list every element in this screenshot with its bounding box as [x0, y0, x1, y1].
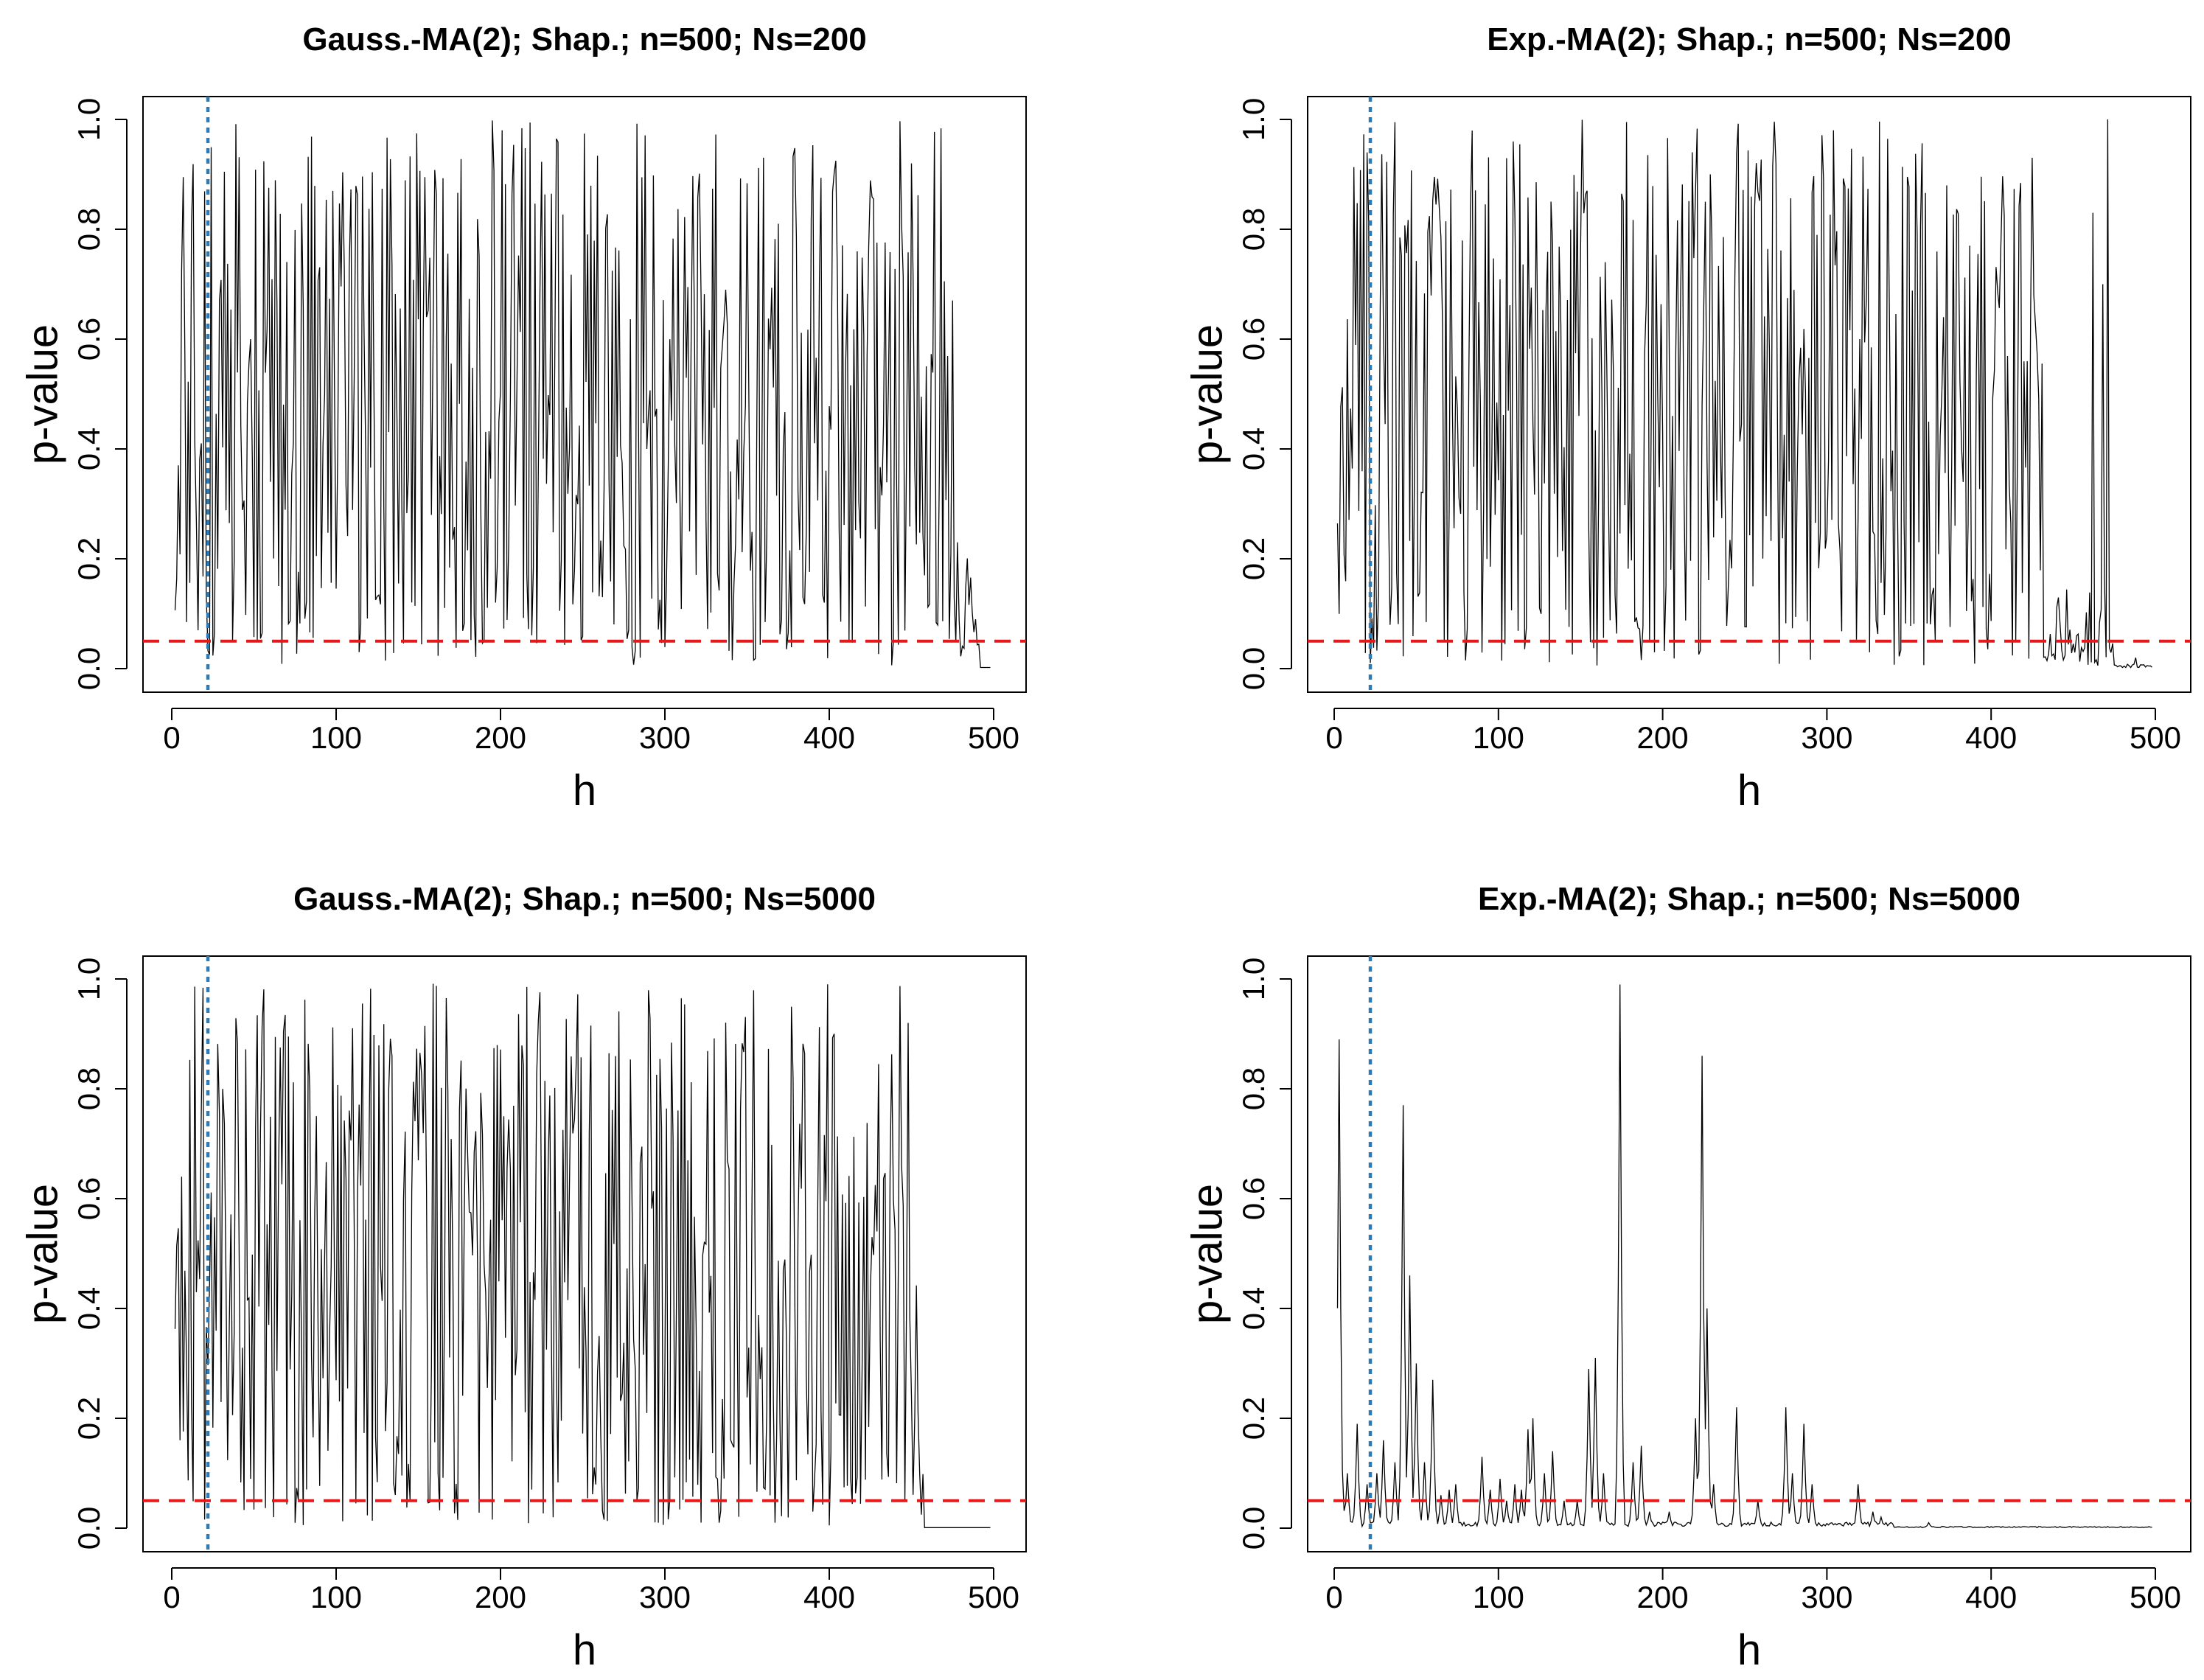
- y-tick-label: 1.0: [72, 958, 106, 1000]
- x-tick-label: 200: [475, 1580, 526, 1614]
- x-tick-label: 0: [163, 720, 180, 755]
- plot-frame: [1307, 96, 2191, 693]
- y-tick-label: 0.0: [72, 647, 106, 690]
- panel-title: Exp.-MA(2); Shap.; n=500; Ns=5000: [1478, 881, 2020, 917]
- y-tick-label: 0.6: [72, 1177, 106, 1220]
- y-axis-label: p-value: [1184, 1184, 1232, 1324]
- panel-2: Exp.-MA(2); Shap.; n=500; Ns=200 0 100 200 3…: [1184, 21, 2191, 815]
- x-tick-label: 400: [1965, 720, 2017, 755]
- x-tick-label: 400: [803, 720, 855, 755]
- y-tick-label: 0.0: [72, 1507, 106, 1550]
- x-tick-label: 0: [163, 1580, 180, 1614]
- y-tick-label: 1.0: [72, 98, 106, 141]
- y-axis-label: p-value: [19, 1184, 67, 1324]
- plot-frame: [142, 955, 1027, 1552]
- x-tick-label: 300: [639, 1580, 691, 1614]
- y-tick-label: 0.4: [1236, 1287, 1271, 1330]
- x-tick-label: 100: [310, 720, 362, 755]
- y-tick-label: 0.4: [72, 428, 106, 470]
- x-axis-label: h: [1737, 1626, 1761, 1674]
- x-tick-label: 200: [475, 720, 526, 755]
- y-tick-label: 1.0: [1236, 98, 1271, 141]
- x-tick-label: 0: [1325, 1580, 1342, 1614]
- y-tick-label: 0.4: [72, 1287, 106, 1330]
- y-tick-label: 0.0: [1236, 647, 1271, 690]
- x-tick-label: 400: [1965, 1580, 2017, 1614]
- y-tick-label: 0.6: [1236, 1177, 1271, 1220]
- y-tick-label: 0.2: [1236, 537, 1271, 580]
- panel-title: Gauss.-MA(2); Shap.; n=500; Ns=5000: [293, 881, 876, 917]
- x-tick-label: 0: [1325, 720, 1342, 755]
- x-tick-label: 500: [968, 1580, 1019, 1614]
- x-tick-label: 500: [968, 720, 1019, 755]
- y-tick-label: 0.0: [1236, 1507, 1271, 1550]
- x-tick-label: 300: [1801, 720, 1852, 755]
- panel-title: Exp.-MA(2); Shap.; n=500; Ns=200: [1487, 21, 2012, 57]
- y-axis-label: p-value: [19, 324, 67, 464]
- panel-4: Exp.-MA(2); Shap.; n=500; Ns=5000 0 100 200…: [1184, 881, 2191, 1674]
- y-axis-label: p-value: [1184, 324, 1232, 464]
- p-value-series-line: [1336, 119, 2152, 669]
- y-tick-label: 0.8: [1236, 208, 1271, 251]
- p-value-series-line: [174, 983, 991, 1528]
- y-tick-label: 0.2: [1236, 1397, 1271, 1440]
- x-tick-label: 500: [2130, 1580, 2181, 1614]
- y-tick-label: 0.8: [72, 1067, 106, 1110]
- x-axis-label: h: [573, 1626, 596, 1674]
- x-tick-label: 500: [2130, 720, 2181, 755]
- y-tick-label: 0.8: [1236, 1067, 1271, 1110]
- y-tick-label: 0.4: [1236, 428, 1271, 470]
- y-tick-label: 0.2: [72, 537, 106, 580]
- x-axis-label: h: [1737, 767, 1761, 815]
- y-tick-label: 1.0: [1236, 958, 1271, 1000]
- x-tick-label: 100: [310, 1580, 362, 1614]
- plot-frame: [142, 96, 1027, 693]
- x-tick-label: 300: [639, 720, 691, 755]
- panel-1: Gauss.-MA(2); Shap.; n=500; Ns=200 0 100 20…: [19, 21, 1027, 815]
- x-tick-label: 100: [1473, 1580, 1524, 1614]
- x-tick-label: 200: [1637, 720, 1689, 755]
- plot-frame: [1307, 955, 2191, 1552]
- x-tick-label: 300: [1801, 1580, 1852, 1614]
- x-tick-label: 200: [1637, 1580, 1689, 1614]
- p-value-series-line: [1336, 984, 2152, 1528]
- y-tick-label: 0.2: [72, 1397, 106, 1440]
- x-axis-label: h: [573, 767, 596, 815]
- x-tick-label: 400: [803, 1580, 855, 1614]
- y-tick-label: 0.6: [72, 318, 106, 360]
- panel-3: Gauss.-MA(2); Shap.; n=500; Ns=5000 0 100 2…: [19, 881, 1027, 1674]
- panel-title: Gauss.-MA(2); Shap.; n=500; Ns=200: [302, 21, 866, 57]
- y-tick-label: 0.6: [1236, 318, 1271, 360]
- x-tick-label: 100: [1473, 720, 1524, 755]
- p-value-series-line: [174, 120, 991, 669]
- y-tick-label: 0.8: [72, 208, 106, 251]
